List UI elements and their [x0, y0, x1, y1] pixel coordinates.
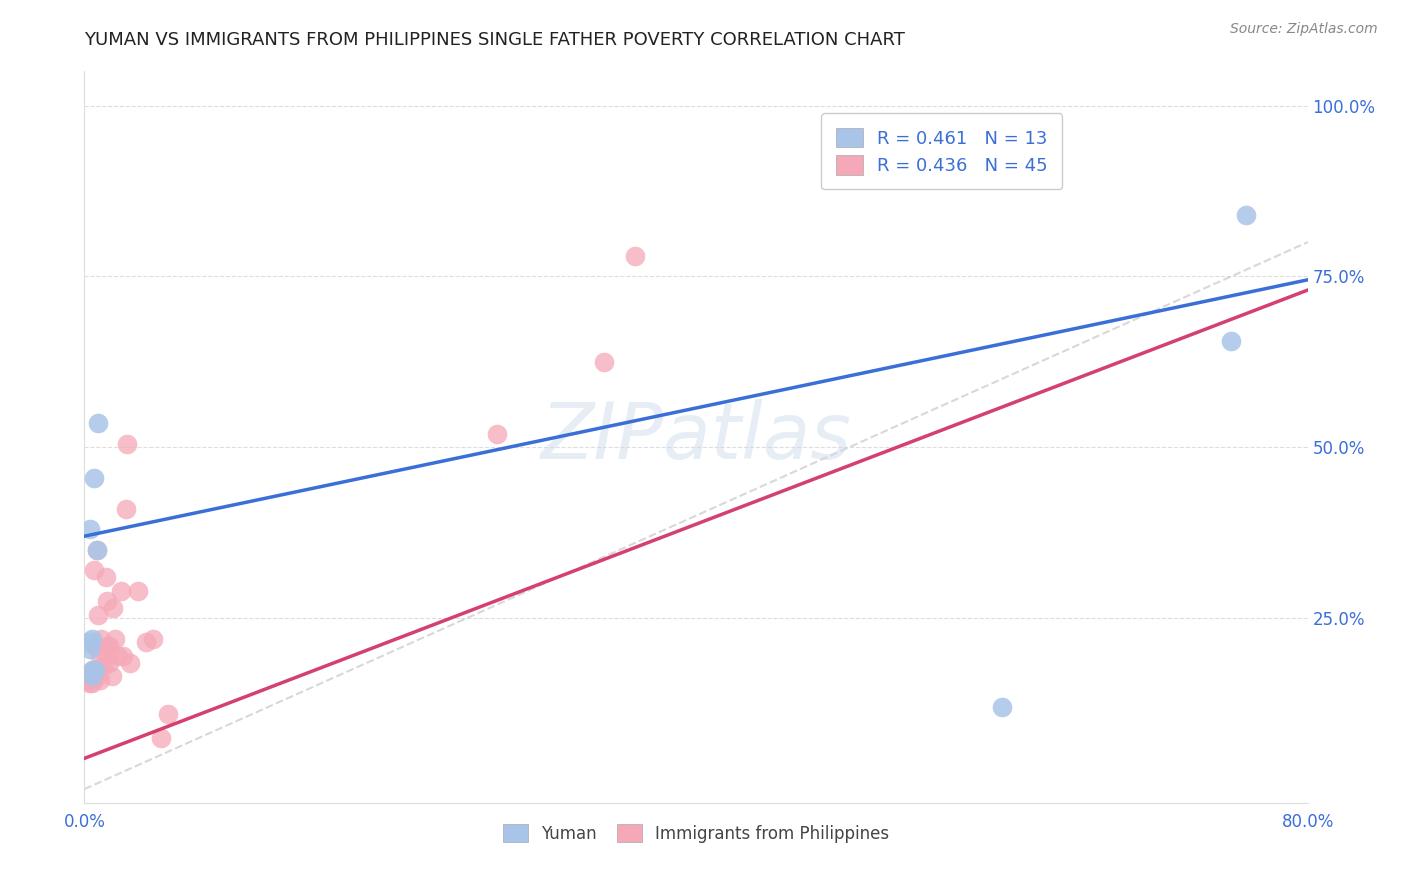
- Point: [80, 665, 103, 680]
- Point: [89, 673, 111, 687]
- Point: [84, 639, 107, 653]
- Point: [97, 656, 120, 670]
- Point: [79, 522, 101, 536]
- Point: [83, 663, 105, 677]
- Point: [79, 642, 101, 657]
- Point: [991, 700, 1014, 714]
- Point: [96, 639, 118, 653]
- Point: [77, 665, 100, 680]
- Point: [624, 249, 647, 263]
- Point: [84, 669, 107, 683]
- Point: [90, 632, 112, 646]
- Point: [97, 639, 120, 653]
- Point: [80, 663, 103, 677]
- Point: [110, 583, 132, 598]
- Point: [91, 659, 114, 673]
- Point: [80, 669, 103, 683]
- Text: YUMAN VS IMMIGRANTS FROM PHILIPPINES SINGLE FATHER POVERTY CORRELATION CHART: YUMAN VS IMMIGRANTS FROM PHILIPPINES SIN…: [84, 31, 905, 49]
- Point: [1220, 334, 1243, 349]
- Point: [86, 663, 108, 677]
- Point: [83, 563, 105, 577]
- Text: ZIPatlas: ZIPatlas: [540, 399, 852, 475]
- Y-axis label: Single Father Poverty: Single Father Poverty: [0, 356, 7, 518]
- Point: [104, 632, 127, 646]
- Point: [111, 648, 134, 663]
- Point: [107, 648, 129, 663]
- Point: [87, 663, 110, 677]
- Point: [94, 570, 117, 584]
- Point: [87, 417, 110, 431]
- Point: [77, 635, 100, 649]
- Point: [127, 583, 149, 598]
- Point: [77, 676, 100, 690]
- Point: [157, 706, 180, 721]
- Point: [96, 594, 118, 608]
- Point: [76, 669, 98, 683]
- Point: [87, 607, 110, 622]
- Point: [79, 673, 101, 687]
- Point: [86, 542, 108, 557]
- Point: [80, 669, 103, 683]
- Point: [80, 632, 103, 646]
- Point: [76, 673, 98, 687]
- Point: [120, 656, 142, 670]
- Point: [114, 501, 136, 516]
- Point: [86, 542, 108, 557]
- Point: [79, 669, 101, 683]
- Point: [115, 437, 138, 451]
- Point: [103, 601, 125, 615]
- Point: [1236, 208, 1258, 222]
- Point: [135, 635, 157, 649]
- Point: [87, 669, 110, 683]
- Point: [149, 731, 172, 745]
- Point: [80, 676, 103, 690]
- Point: [142, 632, 165, 646]
- Point: [94, 648, 117, 663]
- Point: [89, 648, 111, 663]
- Point: [486, 426, 509, 441]
- Legend: Yuman, Immigrants from Philippines: Yuman, Immigrants from Philippines: [496, 818, 896, 849]
- Point: [84, 663, 107, 677]
- Point: [101, 669, 124, 683]
- Point: [593, 355, 616, 369]
- Text: Source: ZipAtlas.com: Source: ZipAtlas.com: [1230, 22, 1378, 37]
- Point: [83, 471, 105, 485]
